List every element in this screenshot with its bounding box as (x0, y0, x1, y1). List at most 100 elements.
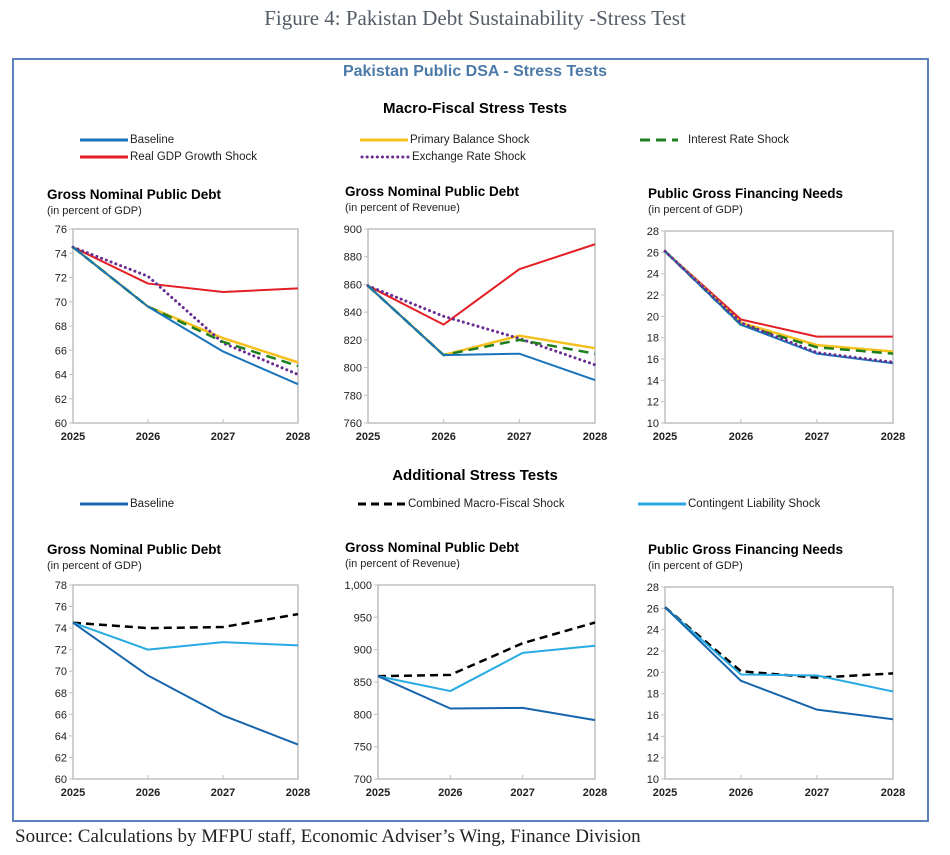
y-tick-label: 16 (647, 710, 659, 722)
series-line-exchange-rate (663, 249, 895, 364)
chart-subtitle: (in percent of GDP) (47, 205, 142, 217)
chart-subtitle: (in percent of Revenue) (345, 558, 460, 570)
x-tick-label: 2026 (431, 431, 455, 443)
y-tick-label: 66 (55, 345, 67, 357)
legend-label: Real GDP Growth Shock (130, 151, 257, 163)
plot-area (72, 584, 299, 780)
y-tick-label: 74 (55, 623, 67, 635)
panel-frame (12, 58, 929, 822)
legend-label: Baseline (130, 498, 175, 510)
legend-swatch-contingent (638, 502, 686, 506)
y-tick-label: 900 (354, 645, 372, 657)
chart-subtitle: (in percent of Revenue) (345, 202, 460, 214)
y-tick-label: 68 (55, 321, 67, 333)
legend-swatch-baseline-additional (80, 502, 128, 506)
y-tick-label: 18 (647, 689, 659, 701)
y-tick-label: 840 (344, 307, 362, 319)
plot-area (664, 230, 894, 424)
series-line-combined (377, 621, 596, 678)
legend-combined: Combined Macro-Fiscal Shock (358, 498, 565, 510)
y-tick-label: 900 (344, 224, 362, 236)
series-line-exchange-rate (366, 284, 597, 367)
y-tick-label: 74 (55, 248, 67, 260)
series-line-baseline-dark (664, 606, 894, 721)
y-tick-label: 10 (647, 774, 659, 786)
legend-swatch-interest-rate (640, 138, 678, 142)
x-tick-label: 2027 (211, 787, 235, 799)
y-tick-label: 76 (55, 602, 67, 614)
y-tick-label: 18 (647, 333, 659, 345)
y-tick-label: 760 (344, 418, 362, 430)
x-tick-label: 2028 (881, 787, 905, 799)
y-tick-label: 24 (647, 269, 659, 281)
series-line-baseline-dark (377, 675, 596, 722)
y-tick-label: 800 (354, 709, 372, 721)
y-tick-label: 70 (55, 666, 67, 678)
y-tick-label: 72 (55, 273, 67, 285)
x-tick-label: 2027 (805, 787, 829, 799)
x-tick-label: 2026 (729, 431, 753, 443)
legend-interest-rate: Interest Rate Shock (640, 134, 789, 146)
y-tick-label: 1,000 (344, 580, 372, 592)
y-tick-label: 64 (55, 731, 67, 743)
chart-subtitle: (in percent of GDP) (47, 560, 142, 572)
y-tick-label: 700 (354, 774, 372, 786)
legend-primary-balance: Primary Balance Shock (360, 134, 530, 146)
y-tick-label: 24 (647, 625, 659, 637)
y-tick-label: 64 (55, 370, 67, 382)
legend-label: Combined Macro-Fiscal Shock (408, 498, 565, 510)
x-tick-label: 2025 (653, 431, 677, 443)
y-tick-label: 70 (55, 297, 67, 309)
legend-swatch-baseline (80, 138, 128, 142)
source-note: Source: Calculations by MFPU staff, Econ… (15, 826, 641, 847)
section-title-additional: Additional Stress Tests (392, 467, 558, 484)
x-tick-label: 2025 (61, 431, 85, 443)
y-tick-label: 20 (647, 667, 659, 679)
legend-label: Exchange Rate Shock (412, 151, 526, 163)
series-line-real-gdp (367, 243, 596, 326)
series-line-baseline (367, 285, 596, 381)
x-tick-label: 2026 (136, 787, 160, 799)
legend-baseline: Baseline (80, 134, 174, 146)
y-tick-label: 26 (647, 603, 659, 615)
legend-contingent: Contingent Liability Shock (638, 498, 820, 510)
chart-title: Gross Nominal Public Debt (47, 187, 222, 202)
series-line-baseline-dark (72, 621, 299, 746)
y-tick-label: 820 (344, 335, 362, 347)
y-tick-label: 750 (354, 742, 372, 754)
series-line-real-gdp (72, 246, 299, 294)
y-tick-label: 62 (55, 394, 67, 406)
y-tick-label: 76 (55, 224, 67, 236)
x-tick-label: 2025 (653, 787, 677, 799)
x-tick-label: 2026 (729, 787, 753, 799)
plot-area (664, 586, 894, 780)
y-tick-label: 28 (647, 582, 659, 594)
y-tick-label: 12 (647, 753, 659, 765)
series-line-contingent (72, 621, 299, 651)
y-tick-label: 950 (354, 612, 372, 624)
x-tick-label: 2028 (286, 787, 310, 799)
y-tick-label: 68 (55, 688, 67, 700)
x-tick-label: 2028 (286, 431, 310, 443)
series-line-baseline (72, 246, 299, 386)
series-line-combined (664, 606, 894, 679)
y-tick-label: 72 (55, 645, 67, 657)
legend-swatch-real-gdp (80, 155, 128, 159)
plot-area (367, 228, 596, 424)
series-line-combined (72, 612, 299, 630)
y-tick-label: 850 (354, 677, 372, 689)
legend-swatch-combined (358, 502, 406, 506)
x-tick-label: 2025 (366, 787, 390, 799)
y-tick-label: 20 (647, 311, 659, 323)
y-tick-label: 14 (647, 375, 659, 387)
x-tick-label: 2027 (805, 431, 829, 443)
series-line-exchange-rate (71, 245, 300, 376)
y-tick-label: 78 (55, 580, 67, 592)
legend-baseline-additional: Baseline (80, 498, 174, 510)
y-tick-label: 22 (647, 290, 659, 302)
